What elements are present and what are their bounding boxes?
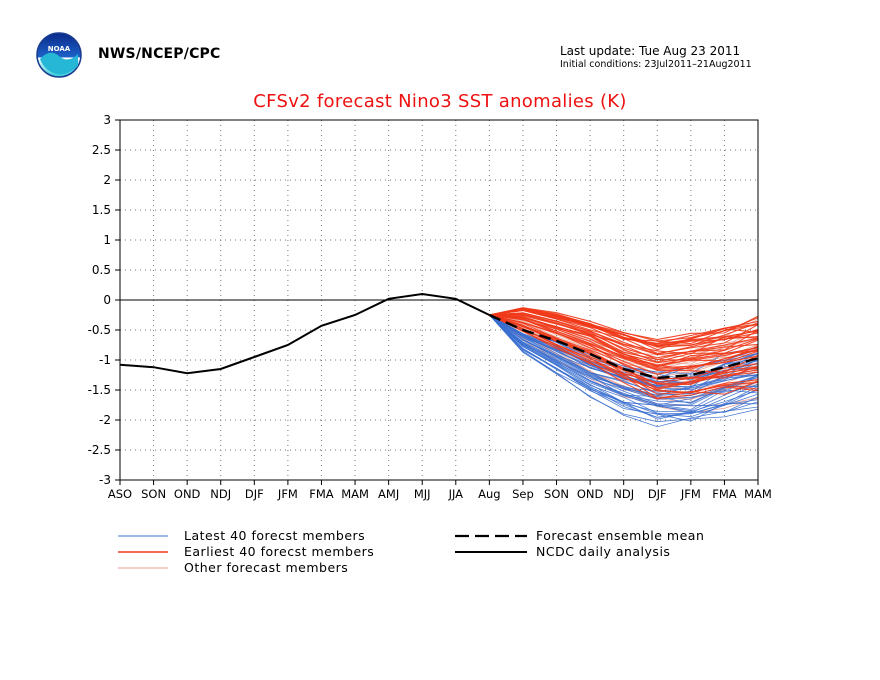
ensemble-member-line <box>489 314 759 428</box>
ensemble-member-line <box>489 314 759 404</box>
ensemble-member-line <box>489 308 759 347</box>
noaa-logo: NOAA <box>36 32 82 78</box>
chart-title: CFSv2 forecast Nino3 SST anomalies (K) <box>253 91 627 112</box>
y-tick-label: 2.5 <box>92 143 111 157</box>
noaa-logo-text: NOAA <box>48 45 71 53</box>
y-tick-label: 1.5 <box>92 203 111 217</box>
x-tick-label: MJJ <box>414 487 431 501</box>
organization-label: NWS/NCEP/CPC <box>98 46 221 62</box>
legend-other-label: Other forecast members <box>184 560 349 575</box>
x-tick-label: NDJ <box>210 487 231 501</box>
ensemble-member-line <box>489 314 759 410</box>
x-tick-label: DJF <box>648 487 667 501</box>
legend-earliest-label: Earliest 40 forecst members <box>184 544 375 559</box>
ensemble-member-line <box>489 314 759 373</box>
ncdc-analysis-line <box>119 292 490 375</box>
x-tick-label: Aug <box>478 487 500 501</box>
ensemble-member-line <box>489 314 759 390</box>
ensemble-member-line <box>489 314 759 361</box>
x-tick-label: SON <box>141 487 166 501</box>
legend-mean-label: Forecast ensemble mean <box>536 528 705 543</box>
x-tick-label: Sep <box>512 487 534 501</box>
x-tick-label: JJA <box>448 487 464 501</box>
ensemble-member-line <box>489 307 759 345</box>
x-tick-label: DJF <box>245 487 264 501</box>
x-tick-label: FMA <box>309 487 334 501</box>
ensemble-member-line <box>489 314 759 387</box>
x-tick-label: FMA <box>712 487 737 501</box>
initial-conditions-label: Initial conditions: 23Jul2011–21Aug2011 <box>560 59 752 70</box>
ensemble-member-line <box>489 312 759 359</box>
ensemble-member-line <box>489 313 759 361</box>
ensemble-member-line <box>489 309 759 355</box>
ensemble-member-line <box>489 314 759 365</box>
ensemble-member-line <box>489 309 759 345</box>
ensemble-member-line <box>489 314 759 406</box>
y-tick-label: -1.5 <box>88 383 111 397</box>
ensemble-member-line <box>489 314 759 380</box>
ensemble-member-line <box>489 314 759 375</box>
ensemble-member-line <box>489 314 759 368</box>
ensemble-member-line <box>489 314 759 399</box>
legend-latest-label: Latest 40 forecst members <box>184 528 366 543</box>
y-tick-label: -3 <box>99 473 111 487</box>
y-tick-label: -1 <box>99 353 111 367</box>
y-tick-label: -0.5 <box>88 323 111 337</box>
y-tick-label: 2 <box>103 173 111 187</box>
y-tick-label: -2.5 <box>88 443 111 457</box>
x-tick-label: MAM <box>744 487 772 501</box>
ensemble-member-line <box>489 314 759 422</box>
x-tick-label: ASO <box>108 487 132 501</box>
ensemble-member-line <box>489 314 759 396</box>
y-tick-label: 3 <box>103 113 111 127</box>
x-tick-label: NDJ <box>613 487 634 501</box>
last-update-label: Last update: Tue Aug 23 2011 <box>560 44 741 58</box>
y-tick-label: -2 <box>99 413 111 427</box>
x-tick-label: SON <box>544 487 569 501</box>
ensemble-member-line <box>489 314 759 370</box>
x-tick-label: OND <box>577 487 604 501</box>
x-tick-label: MAM <box>341 487 369 501</box>
x-tick-label: JFM <box>680 487 701 501</box>
x-tick-label: JFM <box>277 487 298 501</box>
y-tick-label: 0.5 <box>92 263 111 277</box>
y-tick-label: 0 <box>103 293 111 307</box>
ensemble-member-line <box>489 314 759 364</box>
x-tick-label: AMJ <box>378 487 399 501</box>
ensemble-mean-line <box>488 313 759 380</box>
y-tick-label: 1 <box>103 233 111 247</box>
x-tick-label: OND <box>174 487 201 501</box>
ensemble-member-line <box>489 314 759 393</box>
legend-analysis-label: NCDC daily analysis <box>536 544 671 559</box>
ensemble-member-line <box>489 314 759 418</box>
